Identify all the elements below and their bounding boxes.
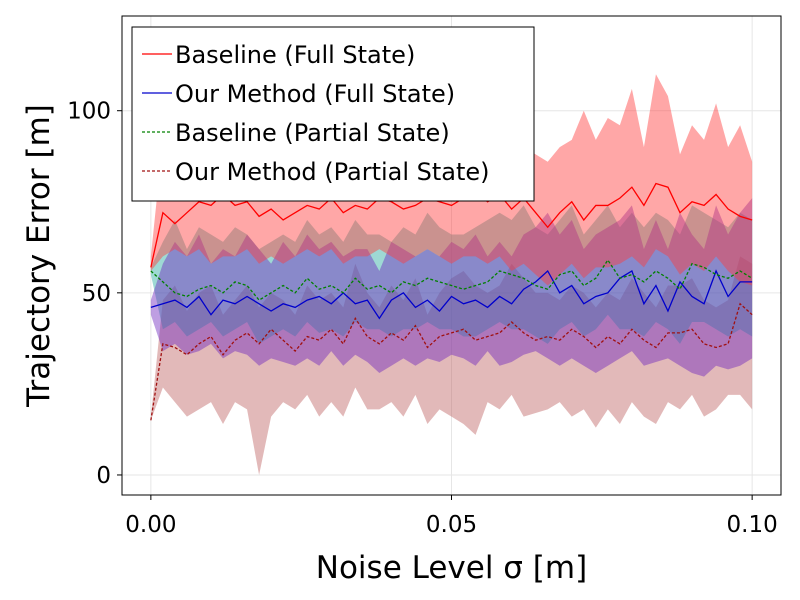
band-our-method-full-state xyxy=(150,198,753,377)
legend-label: Baseline (Partial State) xyxy=(175,119,450,147)
x-tick-label: 0.05 xyxy=(426,512,477,538)
legend-label: Our Method (Partial State) xyxy=(175,158,490,186)
y-tick-label: 0 xyxy=(96,463,111,489)
legend-label: Our Method (Full State) xyxy=(175,80,455,108)
legend-label: Baseline (Full State) xyxy=(175,41,415,69)
band-our-method-partial-state xyxy=(150,256,753,475)
band-baseline-partial-state xyxy=(150,205,753,344)
axis-ticks: 0.00 0.05 0.10 0 50 100 xyxy=(67,99,778,538)
x-tick-label: 0.00 xyxy=(125,512,176,538)
y-tick-label: 50 xyxy=(82,281,111,307)
line-our-method-full-state xyxy=(150,269,753,320)
x-axis-label: Noise Level σ [m] xyxy=(316,550,587,586)
legend-box xyxy=(131,26,535,202)
y-tick-label: 100 xyxy=(67,99,111,125)
legend: Baseline (Full State) Our Method (Full St… xyxy=(131,26,535,202)
line-baseline-partial-state xyxy=(150,258,753,301)
line-baseline-full-state xyxy=(150,182,753,268)
line-our-method-partial-state xyxy=(150,302,753,421)
series-lines xyxy=(150,182,753,421)
y-axis-label: Trajectory Error [m] xyxy=(21,104,57,408)
x-tick-label: 0.10 xyxy=(727,512,778,538)
